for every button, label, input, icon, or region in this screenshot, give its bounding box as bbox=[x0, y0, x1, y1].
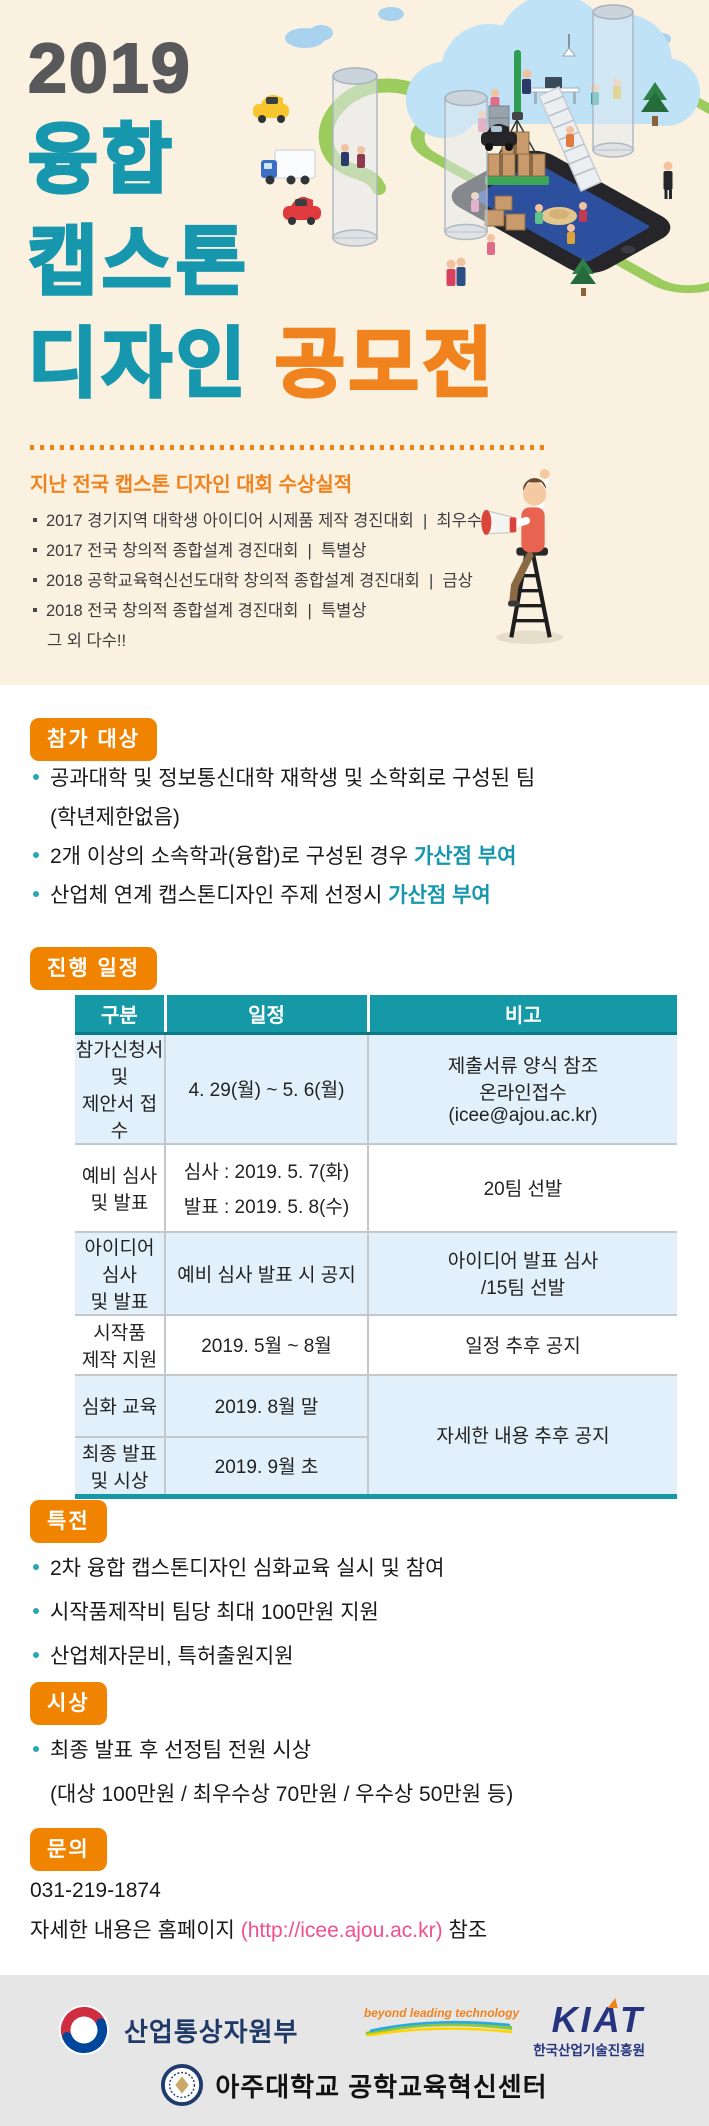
list-item-continued: (학년제한없음) bbox=[50, 806, 180, 829]
participants-badge: 참가 대상 bbox=[30, 718, 158, 761]
main-content: 참가 대상 공과대학 및 정보통신대학 재학생 및 소학회로 구성된 팀 (학년… bbox=[0, 685, 709, 1975]
schedule-table: 구분 일정 비고 참가신청서 및 제안서 접수 4. 29(월) ~ 5. 6(월… bbox=[75, 995, 677, 1499]
table-row: 참가신청서 및 제안서 접수 4. 29(월) ~ 5. 6(월) 제출서류 양식… bbox=[75, 1032, 677, 1144]
prizes-badge: 시상 bbox=[30, 1682, 107, 1725]
list-item: 2개 이상의 소속학과(융합)로 구성된 경우 가산점 부여 bbox=[33, 837, 535, 876]
korea-gov-emblem-icon bbox=[58, 2004, 110, 2056]
hero-section: 2019 융합 캡스톤 디자인 공모전 지난 전국 캡스톤 디자인 대회 수상실… bbox=[0, 0, 709, 685]
list-item: 최종 발표 후 선정팀 전원 시상 bbox=[33, 1729, 513, 1773]
bonus-highlight: 가산점 부여 bbox=[413, 845, 517, 868]
tree-icon bbox=[570, 82, 669, 296]
motie-label: 산업통상자원부 bbox=[124, 2016, 299, 2047]
award-item: 2017 전국 창의적 종합설계 경진대회 | 특별상 bbox=[33, 536, 497, 566]
cell-note: 20팀 선발 bbox=[367, 1142, 677, 1232]
motie-logo: 산업통상자원부 bbox=[58, 2004, 298, 2056]
cell-category: 참가신청서 및 제안서 접수 bbox=[75, 1032, 165, 1144]
homepage-link[interactable]: (http://icee.ajou.ac.kr) bbox=[240, 1919, 443, 1942]
title-line-1: 융합 bbox=[27, 117, 176, 205]
award-more: 그 외 다수!! bbox=[47, 632, 127, 650]
cell-note-highlight: 자세한 내용 추후 공지 bbox=[367, 1373, 677, 1497]
kiat-wordmark: KIAT 한국산업기술진흥원 bbox=[533, 1997, 645, 2059]
cell-date: 심사 : 2019. 5. 7(화) 발표 : 2019. 5. 8(수) bbox=[164, 1142, 368, 1232]
contact-info: 031-219-1874 자세한 내용은 홈페이지 (http://icee.a… bbox=[30, 1871, 487, 1951]
cell-category: 예비 심사 및 발표 bbox=[75, 1142, 165, 1232]
column-header: 비고 bbox=[366, 995, 677, 1035]
benefits-badge: 특전 bbox=[30, 1500, 107, 1543]
title-year: 2019 bbox=[27, 28, 192, 108]
cell-category: 시작품 제작 지원 bbox=[75, 1313, 165, 1375]
kiat-tagline: beyond leading technology bbox=[363, 2005, 520, 2020]
award-item: 2017 경기지역 대학생 아이디어 시제품 제작 경진대회 | 최우수상 bbox=[33, 506, 497, 536]
cell-note-highlight: 일정 추후 공지 bbox=[367, 1313, 677, 1375]
award-item: 2018 공학교육혁신선도대학 창의적 종합설계 경진대회 | 금상 bbox=[33, 566, 497, 596]
past-awards-heading: 지난 전국 캡스톤 디자인 대회 수상실적 bbox=[30, 474, 353, 496]
title-line-2: 캡스톤 bbox=[27, 219, 250, 307]
participants-list: 공과대학 및 정보통신대학 재학생 및 소학회로 구성된 팀 (학년제한없음) … bbox=[33, 759, 535, 915]
table-row: 시작품 제작 지원 2019. 5월 ~ 8월 일정 추후 공지 bbox=[75, 1313, 677, 1375]
cloud-workers bbox=[490, 34, 621, 109]
cell-date: 2019. 5월 ~ 8월 bbox=[164, 1313, 368, 1375]
column-header: 구분 bbox=[75, 995, 165, 1035]
cell-date: 4. 29(월) ~ 5. 6(월) bbox=[164, 1032, 368, 1144]
footer: 산업통상자원부 beyond leading technology KIAT 한… bbox=[0, 1975, 709, 2126]
list-item: 산업체자문비, 특허출원지원 bbox=[33, 1635, 444, 1679]
ajou-logo-row: 아주대학교 공학교육혁신센터 bbox=[0, 2061, 709, 2109]
table-row: 최종 발표 및 시상 2019. 9월 초 bbox=[75, 1435, 677, 1497]
cell-note: 아이디어 발표 심사/15팀 선발 bbox=[367, 1230, 677, 1315]
table-row: 심화 교육 2019. 8월 말 자세한 내용 추후 공지 bbox=[75, 1373, 677, 1497]
list-item: 산업체 연계 캡스톤디자인 주제 선정시 가산점 부여 bbox=[33, 876, 535, 915]
bonus-highlight: 가산점 부여 bbox=[388, 884, 491, 907]
kiat-name: KIAT bbox=[551, 1997, 645, 2040]
title-line-3-teal: 디자인 bbox=[27, 321, 250, 409]
past-awards-list: 2017 경기지역 대학생 아이디어 시제품 제작 경진대회 | 최우수상 20… bbox=[33, 506, 497, 656]
cell-category: 아이디어 심사 및 발표 bbox=[75, 1230, 165, 1315]
list-item: 2차 융합 캡스톤디자인 심화교육 실시 및 참여 bbox=[33, 1547, 444, 1591]
contact-phone: 031-219-1874 bbox=[30, 1879, 161, 1902]
poster-title: 2019 융합 캡스톤 디자인 공모전 bbox=[27, 26, 497, 416]
title-line-3-orange: 공모전 bbox=[273, 321, 497, 409]
table-row: 예비 심사 및 발표 심사 : 2019. 5. 7(화) 발표 : 2019. 5… bbox=[75, 1142, 677, 1232]
table-row: 아이디어 심사 및 발표 예비 심사 발표 시 공지 아이디어 발표 심사/15팀… bbox=[75, 1230, 677, 1315]
dotted-divider bbox=[30, 445, 550, 450]
kiat-swoosh: beyond leading technology bbox=[364, 2006, 519, 2041]
benefits-list: 2차 융합 캡스톤디자인 심화교육 실시 및 참여 시작품제작비 팀당 최대 1… bbox=[33, 1547, 444, 1679]
kiat-sub-label: 한국산업기술진흥원 bbox=[533, 2042, 645, 2058]
list-item-detail: (대상 100만원 / 최우수상 70만원 / 우수상 50만원 등) bbox=[50, 1783, 514, 1806]
list-item: 공과대학 및 정보통신대학 재학생 및 소학회로 구성된 팀 bbox=[33, 759, 535, 798]
award-item: 2018 전국 창의적 종합설계 경진대회 | 특별상 bbox=[33, 596, 497, 626]
table-header-row: 구분 일정 비고 bbox=[75, 995, 677, 1035]
ajou-label: 아주대학교 공학교육혁신센터 bbox=[215, 2071, 548, 2102]
cell-date: 2019. 9월 초 bbox=[164, 1435, 368, 1497]
title-line-3: 디자인 공모전 bbox=[27, 314, 497, 416]
cell-date: 2019. 8월 말 bbox=[164, 1373, 368, 1437]
column-header: 일정 bbox=[163, 995, 368, 1035]
standing-person-icon bbox=[663, 161, 673, 199]
footer-logos-row: 산업통상자원부 beyond leading technology KIAT 한… bbox=[0, 1997, 709, 2059]
kiat-logo: beyond leading technology KIAT 한국산업기술진흥원 bbox=[364, 1997, 645, 2059]
ajou-seal-icon bbox=[161, 2064, 204, 2106]
prizes-list: 최종 발표 후 선정팀 전원 시상 (대상 100만원 / 최우수상 70만원 … bbox=[33, 1729, 513, 1817]
cell-note: 제출서류 양식 참조 온라인접수 (icee@ajou.ac.kr) bbox=[367, 1032, 677, 1144]
kiat-swoosh-icon bbox=[365, 2020, 513, 2037]
schedule-badge: 진행 일정 bbox=[30, 947, 158, 990]
cell-date: 예비 심사 발표 시 공지 bbox=[164, 1230, 368, 1315]
contact-badge: 문의 bbox=[30, 1828, 107, 1871]
cell-category: 심화 교육 bbox=[75, 1373, 165, 1437]
list-item: 시작품제작비 팀당 최대 100만원 지원 bbox=[33, 1591, 444, 1635]
cell-category: 최종 발표 및 시상 bbox=[75, 1435, 165, 1497]
contact-homepage-line: 자세한 내용은 홈페이지 (http://icee.ajou.ac.kr) 참조 bbox=[30, 1919, 488, 1942]
escalator-icon bbox=[538, 86, 602, 192]
